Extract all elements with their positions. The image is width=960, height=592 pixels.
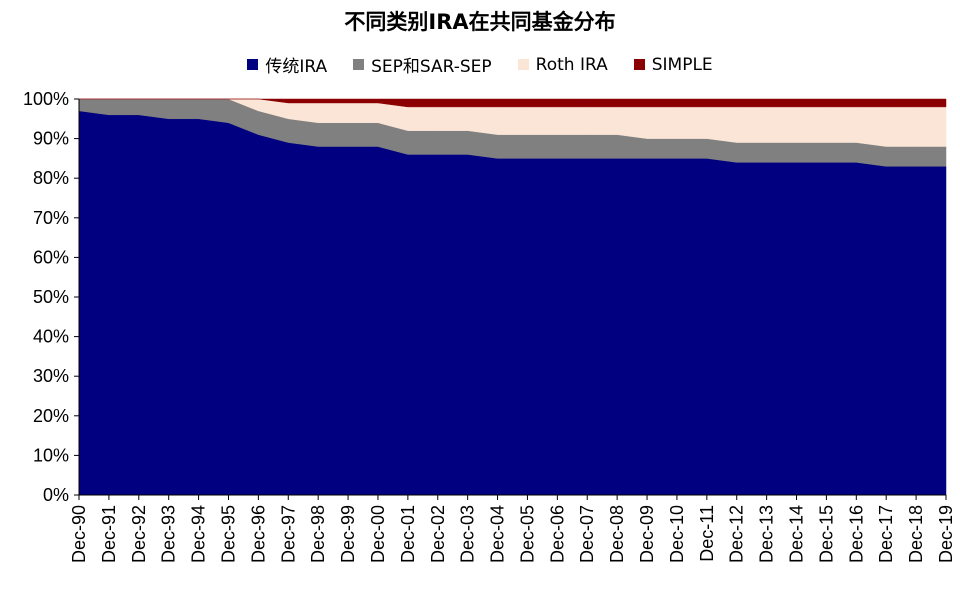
x-tick-label: Dec-03: [458, 505, 478, 563]
x-tick-label: Dec-13: [757, 505, 777, 563]
y-tick-label: 70%: [33, 208, 69, 228]
axes: 0% 10% 20% 30% 40% 50% 60% 70% 80% 90% 100% Dec-90 D…: [23, 89, 956, 563]
x-tick-label: Dec-15: [816, 505, 836, 563]
y-tick-label: 100%: [23, 89, 69, 109]
x-tick-label: Dec-19: [936, 505, 956, 563]
legend-label-simple: SIMPLE: [651, 54, 713, 75]
legend-swatch-traditional-ira: [247, 59, 259, 70]
legend-item-sep: SEP和SAR-SEP: [353, 52, 492, 77]
x-tick-label: Dec-11: [697, 505, 717, 562]
x-tick-label: Dec-12: [727, 505, 747, 563]
x-tick-label: Dec-93: [159, 505, 179, 563]
x-tick-label: Dec-09: [637, 505, 657, 563]
x-tick-label: Dec-17: [876, 505, 896, 563]
legend-item-simple: SIMPLE: [633, 54, 713, 75]
y-tick-label: 30%: [33, 366, 69, 386]
x-tick-label: Dec-14: [787, 505, 807, 563]
x-tick-label: Dec-07: [577, 505, 597, 563]
x-tick-label: Dec-90: [69, 505, 89, 563]
x-tick-label: Dec-91: [99, 505, 119, 563]
x-tick-label: Dec-05: [517, 505, 537, 563]
x-tick-label: Dec-96: [248, 505, 268, 563]
x-tick-label: Dec-98: [308, 505, 328, 563]
x-tick-label: Dec-95: [218, 505, 238, 563]
legend-swatch-sep: [353, 59, 365, 70]
y-tick-label: 10%: [33, 445, 69, 465]
legend-label-traditional-ira: 传统IRA: [265, 57, 328, 77]
x-tick-label: Dec-04: [488, 505, 508, 563]
y-tick-label: 0%: [43, 485, 69, 505]
x-tick-label: Dec-00: [368, 505, 388, 563]
x-tick-label: Dec-16: [846, 505, 866, 563]
legend: 传统IRA SEP和SAR-SEP Roth IRA SIMPLE: [0, 52, 960, 77]
legend-item-traditional-ira: 传统IRA: [247, 52, 327, 77]
chart-title: 不同类别IRA在共同基金分布: [344, 10, 616, 34]
area-simple: [79, 98, 947, 108]
y-tick-label: 20%: [33, 406, 69, 426]
legend-swatch-roth-ira: [517, 59, 529, 70]
x-tick-label: Dec-18: [906, 505, 926, 563]
x-tick-label: Dec-99: [338, 505, 358, 563]
x-tick-label: Dec-01: [398, 505, 418, 563]
y-tick-label: 60%: [33, 247, 69, 267]
y-tick-label: 80%: [33, 168, 69, 188]
series-areas: [78, 98, 947, 496]
area-traditional-ira: [78, 110, 947, 496]
legend-swatch-simple: [633, 59, 645, 70]
x-tick-label: Dec-94: [189, 505, 209, 563]
legend-label-sep: SEP和SAR-SEP: [371, 57, 492, 77]
x-tick-label: Dec-97: [278, 505, 298, 563]
x-tick-label: Dec-10: [667, 505, 687, 563]
x-tick-label: Dec-92: [129, 505, 149, 563]
legend-label-roth-ira: Roth IRA: [535, 54, 608, 75]
x-tick-label: Dec-08: [607, 505, 627, 563]
y-tick-label: 90%: [33, 129, 69, 149]
y-tick-label: 50%: [33, 287, 69, 307]
y-tick-label: 40%: [33, 327, 69, 347]
x-tick-label: Dec-06: [547, 505, 567, 563]
legend-item-roth-ira: Roth IRA: [517, 54, 608, 75]
x-tick-label: Dec-02: [428, 505, 448, 563]
